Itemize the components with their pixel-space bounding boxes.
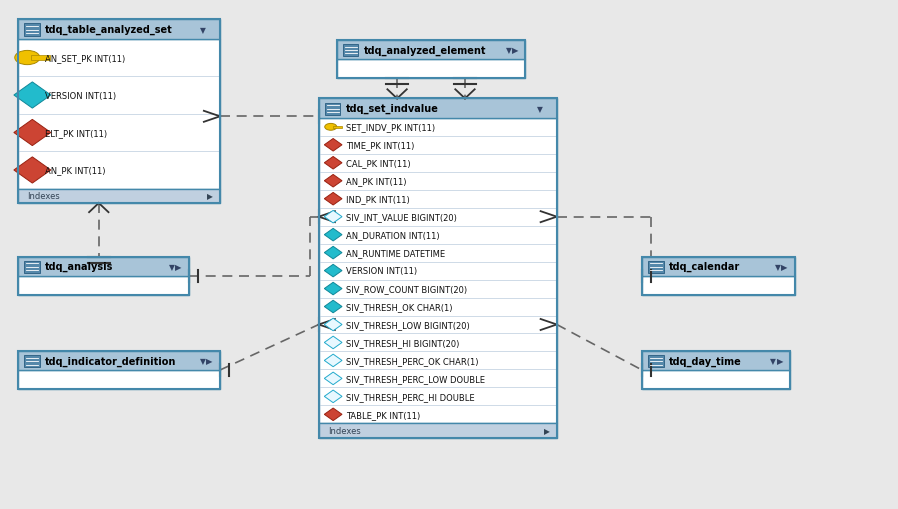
Polygon shape bbox=[324, 229, 342, 241]
Text: TABLE_PK INT(11): TABLE_PK INT(11) bbox=[346, 410, 420, 419]
Polygon shape bbox=[324, 373, 342, 385]
Text: SIV_THRESH_LOW BIGINT(20): SIV_THRESH_LOW BIGINT(20) bbox=[346, 320, 470, 329]
Text: SIV_THRESH_PERC_OK CHAR(1): SIV_THRESH_PERC_OK CHAR(1) bbox=[346, 356, 479, 365]
Text: ▶: ▶ bbox=[175, 262, 181, 271]
Text: SIV_ROW_COUNT BIGINT(20): SIV_ROW_COUNT BIGINT(20) bbox=[346, 285, 467, 294]
Text: tdq_table_analyzed_set: tdq_table_analyzed_set bbox=[45, 25, 172, 35]
FancyBboxPatch shape bbox=[18, 257, 189, 276]
Text: SIV_THRESH_OK CHAR(1): SIV_THRESH_OK CHAR(1) bbox=[346, 302, 453, 312]
Text: ▶: ▶ bbox=[543, 426, 550, 435]
Text: ▼: ▼ bbox=[169, 262, 175, 271]
Text: ▼: ▼ bbox=[770, 356, 777, 365]
Polygon shape bbox=[13, 83, 51, 109]
Polygon shape bbox=[13, 158, 51, 184]
Circle shape bbox=[14, 51, 40, 66]
FancyBboxPatch shape bbox=[325, 103, 340, 116]
Polygon shape bbox=[324, 265, 342, 277]
Text: CAL_PK INT(11): CAL_PK INT(11) bbox=[346, 159, 410, 168]
Text: SET_INDV_PK INT(11): SET_INDV_PK INT(11) bbox=[346, 123, 435, 132]
FancyBboxPatch shape bbox=[18, 40, 220, 189]
Circle shape bbox=[325, 124, 337, 131]
Text: Indexes: Indexes bbox=[328, 426, 360, 435]
Polygon shape bbox=[324, 336, 342, 349]
Text: AN_DURATION INT(11): AN_DURATION INT(11) bbox=[346, 231, 439, 240]
Text: SIV_THRESH_PERC_LOW DOUBLE: SIV_THRESH_PERC_LOW DOUBLE bbox=[346, 374, 485, 383]
FancyBboxPatch shape bbox=[319, 99, 557, 119]
Bar bbox=[31, 56, 50, 61]
Polygon shape bbox=[324, 193, 342, 206]
Polygon shape bbox=[324, 390, 342, 403]
FancyBboxPatch shape bbox=[18, 276, 189, 295]
FancyBboxPatch shape bbox=[18, 371, 220, 389]
FancyBboxPatch shape bbox=[24, 261, 40, 273]
FancyBboxPatch shape bbox=[18, 20, 220, 40]
Text: tdq_day_time: tdq_day_time bbox=[669, 356, 742, 366]
FancyBboxPatch shape bbox=[648, 261, 664, 273]
Polygon shape bbox=[324, 301, 342, 313]
FancyBboxPatch shape bbox=[24, 355, 40, 367]
FancyBboxPatch shape bbox=[642, 351, 790, 371]
FancyBboxPatch shape bbox=[343, 45, 358, 57]
Polygon shape bbox=[324, 247, 342, 260]
Polygon shape bbox=[324, 408, 342, 421]
Text: Indexes: Indexes bbox=[27, 192, 59, 201]
FancyBboxPatch shape bbox=[337, 60, 525, 79]
Text: AN_SET_PK INT(11): AN_SET_PK INT(11) bbox=[45, 54, 125, 63]
Text: ▶: ▶ bbox=[207, 356, 213, 365]
FancyBboxPatch shape bbox=[24, 24, 40, 37]
Polygon shape bbox=[324, 319, 342, 331]
Text: tdq_set_indvalue: tdq_set_indvalue bbox=[346, 104, 438, 114]
Text: ▶: ▶ bbox=[777, 356, 783, 365]
Text: ▼: ▼ bbox=[200, 25, 207, 35]
FancyBboxPatch shape bbox=[18, 351, 220, 371]
Text: ▼: ▼ bbox=[506, 46, 512, 55]
Text: ▶: ▶ bbox=[207, 192, 213, 201]
Text: IND_PK INT(11): IND_PK INT(11) bbox=[346, 195, 409, 204]
Text: SIV_INT_VALUE BIGINT(20): SIV_INT_VALUE BIGINT(20) bbox=[346, 213, 456, 222]
Text: ▼: ▼ bbox=[537, 104, 543, 114]
FancyBboxPatch shape bbox=[648, 355, 664, 367]
Polygon shape bbox=[324, 282, 342, 295]
Text: VERSION INT(11): VERSION INT(11) bbox=[346, 267, 417, 275]
Polygon shape bbox=[324, 157, 342, 169]
Polygon shape bbox=[324, 211, 342, 223]
Text: tdq_analysis: tdq_analysis bbox=[45, 262, 113, 272]
Text: TIME_PK INT(11): TIME_PK INT(11) bbox=[346, 141, 414, 150]
Polygon shape bbox=[13, 120, 51, 146]
FancyBboxPatch shape bbox=[319, 423, 557, 438]
Polygon shape bbox=[324, 175, 342, 188]
Text: VERSION INT(11): VERSION INT(11) bbox=[45, 91, 116, 100]
Text: SIV_THRESH_PERC_HI DOUBLE: SIV_THRESH_PERC_HI DOUBLE bbox=[346, 392, 474, 401]
Text: AN_PK INT(11): AN_PK INT(11) bbox=[346, 177, 406, 186]
Text: AN_PK INT(11): AN_PK INT(11) bbox=[45, 166, 105, 175]
Text: tdq_calendar: tdq_calendar bbox=[669, 262, 740, 272]
Text: AN_RUNTIME DATETIME: AN_RUNTIME DATETIME bbox=[346, 248, 445, 258]
Text: ▼: ▼ bbox=[775, 262, 781, 271]
Text: tdq_indicator_definition: tdq_indicator_definition bbox=[45, 356, 176, 366]
Polygon shape bbox=[324, 354, 342, 367]
FancyBboxPatch shape bbox=[337, 41, 525, 60]
Bar bbox=[332, 126, 341, 129]
Polygon shape bbox=[324, 139, 342, 152]
Text: tdq_analyzed_element: tdq_analyzed_element bbox=[364, 45, 486, 55]
FancyBboxPatch shape bbox=[642, 257, 795, 276]
Text: ▼: ▼ bbox=[200, 356, 207, 365]
Text: ELT_PK INT(11): ELT_PK INT(11) bbox=[45, 129, 107, 138]
Text: ▶: ▶ bbox=[781, 262, 788, 271]
FancyBboxPatch shape bbox=[18, 189, 220, 204]
Text: ▶: ▶ bbox=[512, 46, 518, 55]
FancyBboxPatch shape bbox=[319, 119, 557, 423]
FancyBboxPatch shape bbox=[642, 371, 790, 389]
FancyBboxPatch shape bbox=[642, 276, 795, 295]
Text: SIV_THRESH_HI BIGINT(20): SIV_THRESH_HI BIGINT(20) bbox=[346, 338, 459, 347]
